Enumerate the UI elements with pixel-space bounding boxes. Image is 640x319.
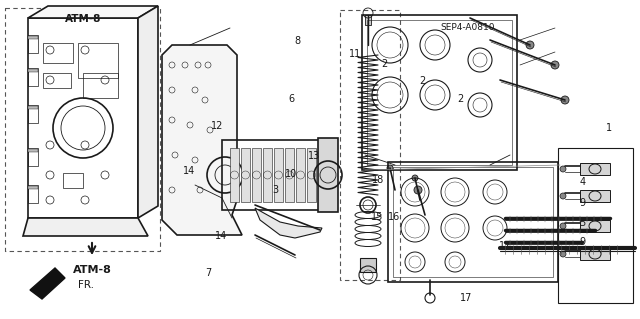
Bar [28, 186, 38, 189]
Text: 8: 8 [294, 36, 300, 47]
Bar [28, 105, 38, 123]
Bar [28, 36, 38, 39]
Bar [340, 10, 400, 280]
Text: 11: 11 [349, 49, 362, 59]
Bar [43, 43, 73, 63]
Text: 18: 18 [371, 175, 384, 185]
Bar [318, 138, 338, 212]
Circle shape [560, 251, 566, 257]
Text: 7: 7 [205, 268, 211, 278]
Circle shape [414, 186, 422, 194]
Circle shape [387, 165, 393, 171]
Polygon shape [23, 218, 148, 236]
Bar [252, 148, 261, 202]
Text: 9: 9 [579, 197, 586, 208]
Text: SEP4-A0810: SEP4-A0810 [440, 23, 495, 32]
Bar [5, 8, 160, 251]
Polygon shape [28, 6, 158, 18]
Circle shape [561, 96, 569, 104]
Bar [78, 43, 118, 78]
Circle shape [526, 41, 534, 49]
Bar [393, 167, 553, 277]
Bar [360, 258, 376, 272]
Text: ATM-8: ATM-8 [72, 265, 111, 275]
Bar [580, 163, 610, 175]
Text: 2: 2 [381, 59, 387, 69]
Bar [222, 140, 337, 210]
Bar [296, 148, 305, 202]
Text: 17: 17 [460, 293, 472, 303]
Text: 16: 16 [387, 212, 400, 222]
Polygon shape [138, 6, 158, 218]
Bar [241, 148, 250, 202]
Text: ATM-8: ATM-8 [65, 14, 101, 24]
Bar [28, 69, 38, 72]
Bar [28, 18, 138, 218]
Polygon shape [162, 45, 242, 235]
Bar [28, 148, 38, 166]
Text: 12: 12 [211, 121, 224, 131]
Polygon shape [255, 208, 322, 238]
Bar [365, 15, 371, 25]
Bar [28, 149, 38, 152]
Bar [263, 148, 272, 202]
Text: 2: 2 [458, 94, 464, 104]
Bar [388, 162, 558, 282]
Bar [580, 248, 610, 260]
Text: 5: 5 [579, 218, 586, 228]
Text: 14: 14 [214, 231, 227, 241]
Text: 10: 10 [285, 169, 298, 179]
Bar [285, 148, 294, 202]
Circle shape [412, 175, 418, 181]
Bar [43, 73, 71, 88]
Bar [28, 185, 38, 203]
Bar [367, 20, 512, 165]
Circle shape [560, 223, 566, 229]
Text: 13: 13 [307, 151, 320, 161]
Text: 6: 6 [288, 94, 294, 104]
Text: 2: 2 [419, 76, 426, 86]
Bar [230, 148, 239, 202]
Text: 17: 17 [499, 241, 512, 251]
Circle shape [560, 193, 566, 199]
Bar [28, 68, 38, 86]
Text: 15: 15 [371, 212, 384, 222]
Text: 4: 4 [579, 177, 586, 187]
Bar [362, 15, 517, 170]
Text: 1: 1 [606, 122, 612, 133]
Bar [580, 190, 610, 202]
Circle shape [560, 166, 566, 172]
Bar [274, 148, 283, 202]
Text: 14: 14 [182, 166, 195, 176]
Text: FR.: FR. [78, 280, 94, 290]
Bar [558, 148, 633, 303]
Circle shape [551, 61, 559, 69]
Bar [580, 220, 610, 232]
Bar [83, 73, 118, 98]
Bar [63, 173, 83, 188]
Bar [28, 35, 38, 53]
Bar [307, 148, 316, 202]
Bar [28, 106, 38, 109]
Polygon shape [30, 268, 65, 299]
Text: 3: 3 [272, 185, 278, 195]
Text: 9: 9 [579, 237, 586, 248]
